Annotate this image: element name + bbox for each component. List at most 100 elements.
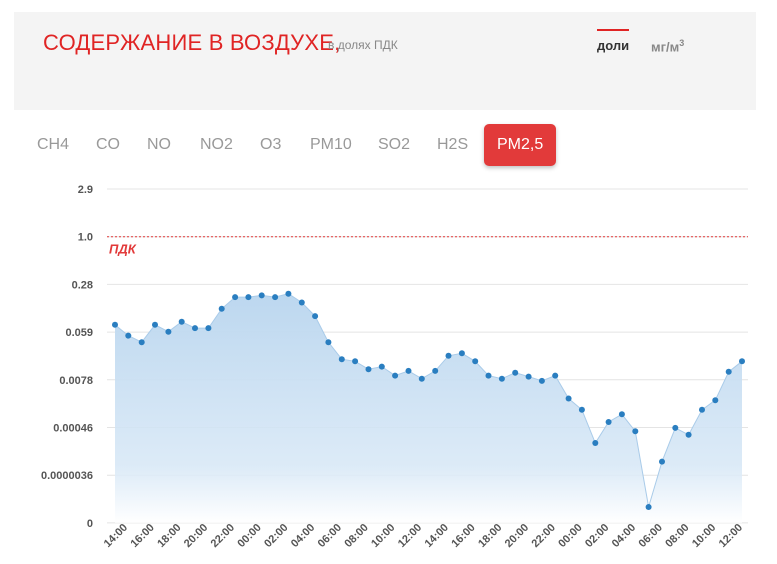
x-tick-label: 02:00 bbox=[583, 522, 611, 550]
y-tick-label: 0.28 bbox=[72, 279, 93, 291]
page-subtitle: в долях ПДК bbox=[328, 38, 398, 52]
data-point bbox=[405, 367, 412, 374]
series-area bbox=[115, 293, 742, 523]
data-point bbox=[685, 431, 692, 438]
data-point bbox=[432, 367, 439, 374]
data-point bbox=[165, 328, 172, 335]
y-tick-label: 0.00046 bbox=[53, 423, 93, 435]
y-tick-label: 2.9 bbox=[78, 184, 93, 196]
x-tick-label: 22:00 bbox=[530, 522, 558, 550]
data-point bbox=[699, 406, 705, 413]
data-point bbox=[138, 339, 145, 346]
tab-no[interactable]: NO bbox=[147, 136, 171, 153]
x-tick-label: 04:00 bbox=[289, 522, 317, 550]
x-tick-label: 00:00 bbox=[235, 522, 263, 550]
data-point bbox=[418, 375, 425, 382]
x-tick-label: 06:00 bbox=[316, 522, 344, 550]
tab-ch4[interactable]: CH4 bbox=[37, 136, 70, 153]
data-point bbox=[285, 290, 292, 297]
unit-mgm3-toggle[interactable]: мг/м3 bbox=[651, 38, 684, 54]
x-tick-label: 10:00 bbox=[690, 522, 718, 550]
data-point bbox=[605, 419, 612, 425]
data-point bbox=[298, 299, 305, 306]
data-point bbox=[458, 350, 465, 357]
data-point bbox=[178, 318, 185, 325]
x-tick-label: 20:00 bbox=[503, 522, 531, 550]
x-tick-label: 10:00 bbox=[369, 522, 397, 550]
data-point bbox=[565, 395, 572, 402]
data-point bbox=[632, 428, 639, 435]
tab-o3[interactable]: O3 bbox=[260, 136, 282, 153]
pdk-label: ПДК bbox=[109, 242, 137, 257]
header-panel bbox=[14, 12, 756, 110]
data-point bbox=[659, 458, 665, 465]
tab-so2[interactable]: SO2 bbox=[378, 136, 411, 153]
x-tick-label: 08:00 bbox=[342, 522, 370, 550]
x-tick-label: 14:00 bbox=[102, 522, 130, 550]
y-tick-label: 1.0 bbox=[78, 232, 93, 244]
x-tick-label: 16:00 bbox=[128, 522, 156, 550]
data-point bbox=[712, 397, 719, 404]
tab-pm10[interactable]: PM10 bbox=[310, 136, 352, 153]
x-tick-label: 04:00 bbox=[610, 522, 638, 550]
x-tick-label: 06:00 bbox=[637, 522, 665, 550]
x-tick-label: 08:00 bbox=[663, 522, 691, 550]
x-tick-label: 12:00 bbox=[396, 522, 424, 550]
data-point bbox=[258, 292, 265, 299]
y-tick-label: 0.0000036 bbox=[41, 470, 93, 482]
x-tick-label: 18:00 bbox=[476, 522, 504, 550]
data-point bbox=[352, 358, 359, 365]
data-point bbox=[538, 377, 545, 384]
data-point bbox=[218, 305, 225, 312]
x-tick-label: 02:00 bbox=[262, 522, 290, 550]
tab-h2s[interactable]: H2S bbox=[437, 136, 469, 153]
data-point bbox=[645, 504, 652, 510]
data-point bbox=[112, 321, 118, 328]
x-tick-label: 20:00 bbox=[182, 522, 210, 550]
data-point bbox=[525, 373, 532, 380]
data-point bbox=[152, 321, 158, 328]
data-point bbox=[472, 358, 479, 365]
series-line bbox=[114, 293, 743, 508]
page-title: СОДЕРЖАНИЕ В ВОЗДУХЕ, bbox=[43, 30, 341, 55]
y-tick-label: 0.059 bbox=[65, 327, 93, 339]
data-point bbox=[498, 375, 505, 382]
unit-mgm3-sup: 3 bbox=[679, 38, 685, 48]
data-point bbox=[592, 440, 599, 446]
y-tick-label: 0 bbox=[87, 518, 93, 530]
data-point bbox=[125, 332, 132, 339]
unit-fraction-toggle[interactable]: доли bbox=[597, 29, 630, 53]
data-point bbox=[338, 356, 345, 363]
data-point bbox=[272, 294, 279, 301]
data-point bbox=[672, 424, 679, 431]
data-point bbox=[739, 358, 745, 365]
data-point bbox=[192, 325, 198, 332]
data-point bbox=[245, 294, 252, 301]
x-tick-label: 00:00 bbox=[556, 522, 584, 550]
data-point bbox=[578, 406, 585, 413]
data-point bbox=[445, 352, 452, 359]
data-point bbox=[205, 325, 212, 332]
data-point bbox=[312, 313, 319, 320]
data-point bbox=[552, 372, 559, 379]
y-tick-label: 0.0078 bbox=[59, 375, 93, 387]
data-point bbox=[512, 369, 519, 376]
tab-co[interactable]: CO bbox=[96, 136, 120, 153]
tab-no2[interactable]: NO2 bbox=[200, 136, 233, 153]
tab-pm25[interactable]: PM2,5 bbox=[484, 124, 557, 166]
data-point bbox=[365, 366, 372, 373]
x-tick-label: 16:00 bbox=[449, 522, 477, 550]
x-tick-label: 14:00 bbox=[423, 522, 451, 550]
unit-mgm3-label: мг/м bbox=[651, 39, 680, 55]
x-tick-label: 18:00 bbox=[155, 522, 183, 550]
data-point bbox=[378, 363, 385, 370]
data-point bbox=[232, 294, 239, 301]
data-point bbox=[485, 372, 492, 379]
data-point bbox=[325, 339, 332, 346]
data-point bbox=[618, 411, 625, 418]
data-point bbox=[392, 372, 399, 379]
data-point bbox=[725, 368, 732, 375]
x-tick-label: 22:00 bbox=[209, 522, 237, 550]
x-tick-label: 12:00 bbox=[717, 522, 745, 550]
